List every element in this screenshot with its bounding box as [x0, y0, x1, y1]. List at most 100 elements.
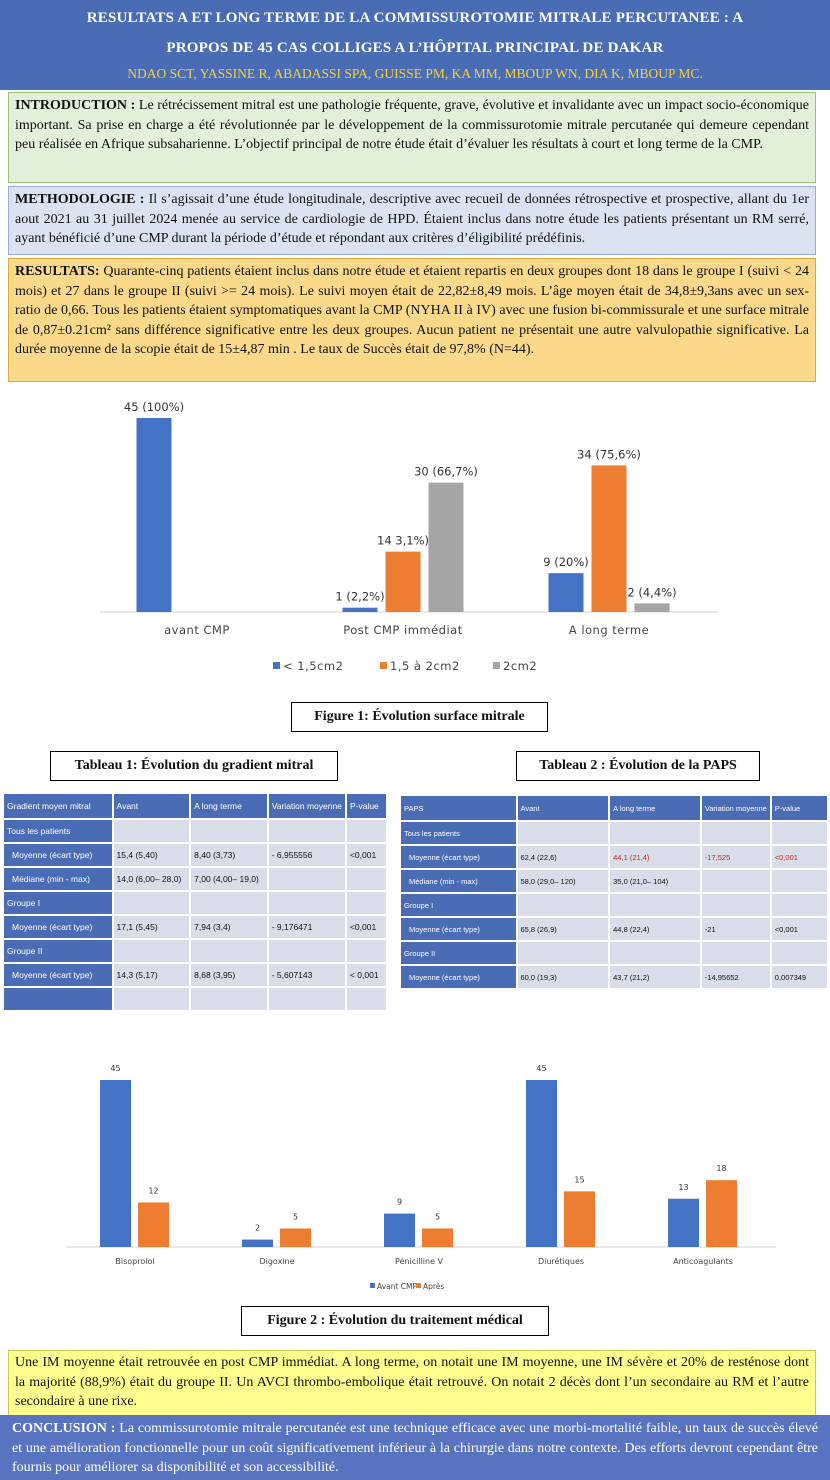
table-cell: Moyenne (écart type): [401, 846, 516, 868]
table-header-cell: A long terme: [610, 796, 700, 820]
category-label: Pénicilline V: [395, 1256, 444, 1266]
table-row: Médiane (min - max) 58,0 (29,0– 120) 35,0 …: [401, 870, 827, 892]
table-cell: [346, 940, 386, 962]
table-cell: [268, 820, 345, 842]
legend-label: Après: [423, 1282, 444, 1291]
bar: [591, 465, 627, 612]
table-cell: 44,8 (22,4): [610, 918, 700, 940]
authors: NDAO SCT, YASSINE R, ABADASSI SPA, GUISS…: [127, 66, 703, 81]
table-cell: [610, 822, 700, 844]
table-cell: 62,4 (22,6): [517, 846, 609, 868]
table-cell: [701, 870, 770, 892]
table-header-row: Gradient moyen mitral Avant A long terme Va…: [4, 794, 386, 818]
table-cell: [771, 822, 827, 844]
table-cell: - 9,176471: [268, 916, 345, 938]
table-row: Groupe I: [401, 894, 827, 916]
table-cell: [268, 988, 345, 1010]
table-cell: [771, 870, 827, 892]
methodologie-section: METHODOLOGIE : Il s’agissait d’une étude…: [8, 186, 816, 255]
table-header-cell: P-value: [346, 794, 386, 818]
table-cell: 14,0 (6,00– 28,0): [113, 868, 190, 890]
table-cell: [771, 894, 827, 916]
data-label: 2 (4,4%): [627, 585, 676, 599]
legend-label: Avant CMP: [377, 1282, 418, 1291]
table-row: Groupe II: [4, 940, 386, 962]
table-cell: [113, 820, 190, 842]
bar: [138, 1202, 169, 1247]
category-label: Digoxine: [259, 1257, 294, 1266]
table-cell: <0,001: [771, 846, 827, 868]
complications-text: Une IM moyenne était retrouvée en post C…: [15, 1355, 809, 1409]
table-cell: [346, 868, 386, 890]
legend-swatch: [416, 1283, 421, 1288]
conclusion-label: CONCLUSION :: [12, 1421, 116, 1436]
data-label: 14 3,1%): [377, 534, 429, 548]
table-cell: 58,0 (29,0– 120): [517, 870, 609, 892]
data-label: 15: [574, 1175, 584, 1184]
table-cell: Moyenne (écart type): [401, 918, 516, 940]
table-cell: < 0,001: [346, 964, 386, 986]
legend-label: 1,5 à 2cm2: [390, 659, 460, 673]
data-label: 13: [678, 1183, 688, 1192]
complications-section: Une IM moyenne était retrouvée en post C…: [8, 1350, 816, 1420]
tableau2-caption: Tableau 2 : Évolution de la PAPS: [516, 751, 760, 781]
table-row: Groupe II: [401, 942, 827, 964]
figure2-caption: Figure 2 : Évolution du traitement médic…: [241, 1306, 549, 1336]
data-label: 12: [148, 1186, 158, 1195]
bar: [100, 1080, 131, 1247]
table-header-cell: Gradient moyen mitral: [4, 794, 112, 818]
methodologie-label: METHODOLOGIE :: [15, 192, 145, 207]
figure1-chart: 45 (100%) avant CMP 1 (2,2%) 14 3,1%) 30 (66…: [100, 400, 718, 673]
category-label: Bisoprolol: [115, 1257, 154, 1266]
table-cell: [346, 820, 386, 842]
data-label: 9: [397, 1198, 402, 1207]
table-header-cell: A long terme: [191, 794, 267, 818]
table-cell: Moyenne (écart type): [4, 916, 112, 938]
table-cell: Groupe II: [401, 942, 516, 964]
table-cell: Moyenne (écart type): [4, 964, 112, 986]
table-cell: Médiane (min - max): [4, 868, 112, 890]
data-label: 45: [110, 1064, 120, 1073]
table-cell: [701, 894, 770, 916]
table-cell: 35,0 (21,0– 104): [610, 870, 700, 892]
table-cell: Moyenne (écart type): [401, 966, 516, 988]
bar: [342, 607, 378, 612]
table-cell: 7,94 (3,4): [191, 916, 267, 938]
table-cell: -17,525: [701, 846, 770, 868]
table-cell: [191, 988, 267, 1010]
category-label: Anticoagulants: [673, 1257, 733, 1266]
table-cell: [268, 892, 345, 914]
poster-header: RESULTATS A ET LONG TERME DE LA COMMISSU…: [0, 0, 830, 90]
table-header-cell: PAPS: [401, 796, 516, 820]
table-cell: - 6,955556: [268, 844, 345, 866]
bar: [384, 1213, 415, 1247]
bar: [422, 1228, 453, 1247]
table-cell: 0,007349: [771, 966, 827, 988]
table-cell: [517, 942, 609, 964]
table-cell: [4, 988, 112, 1010]
table-cell: [610, 894, 700, 916]
table-cell: Tous les patients: [401, 822, 516, 844]
bar: [706, 1180, 737, 1247]
bar: [242, 1239, 273, 1247]
bar: [136, 418, 172, 612]
bar: [668, 1198, 699, 1247]
table-cell: 8,40 (3,73): [191, 844, 267, 866]
table-cell: [268, 868, 345, 890]
bar: [564, 1191, 595, 1247]
poster-title: RESULTATS A ET LONG TERME DE LA COMMISSU…: [0, 0, 830, 63]
category-label: Diurétiques: [538, 1256, 584, 1266]
table-cell: 17,1 (5,45): [113, 916, 190, 938]
legend-swatch: [493, 662, 500, 669]
table-cell: [701, 942, 770, 964]
figure1-caption: Figure 1: Évolution surface mitrale: [291, 702, 548, 732]
table-cell: [701, 822, 770, 844]
table-row: Moyenne (écart type) 14,3 (5,17) 8,68 (3,9…: [4, 964, 386, 986]
table-cell: [268, 940, 345, 962]
table-cell: [517, 894, 609, 916]
table-cell: Médiane (min - max): [401, 870, 516, 892]
resultats-text: Quarante-cinq patients étaient inclus da…: [15, 264, 809, 357]
table-row: Moyenne (écart type) 15,4 (5,40) 8,40 (3,7…: [4, 844, 386, 866]
table-cell: [610, 942, 700, 964]
table-header-cell: Avant: [113, 794, 190, 818]
